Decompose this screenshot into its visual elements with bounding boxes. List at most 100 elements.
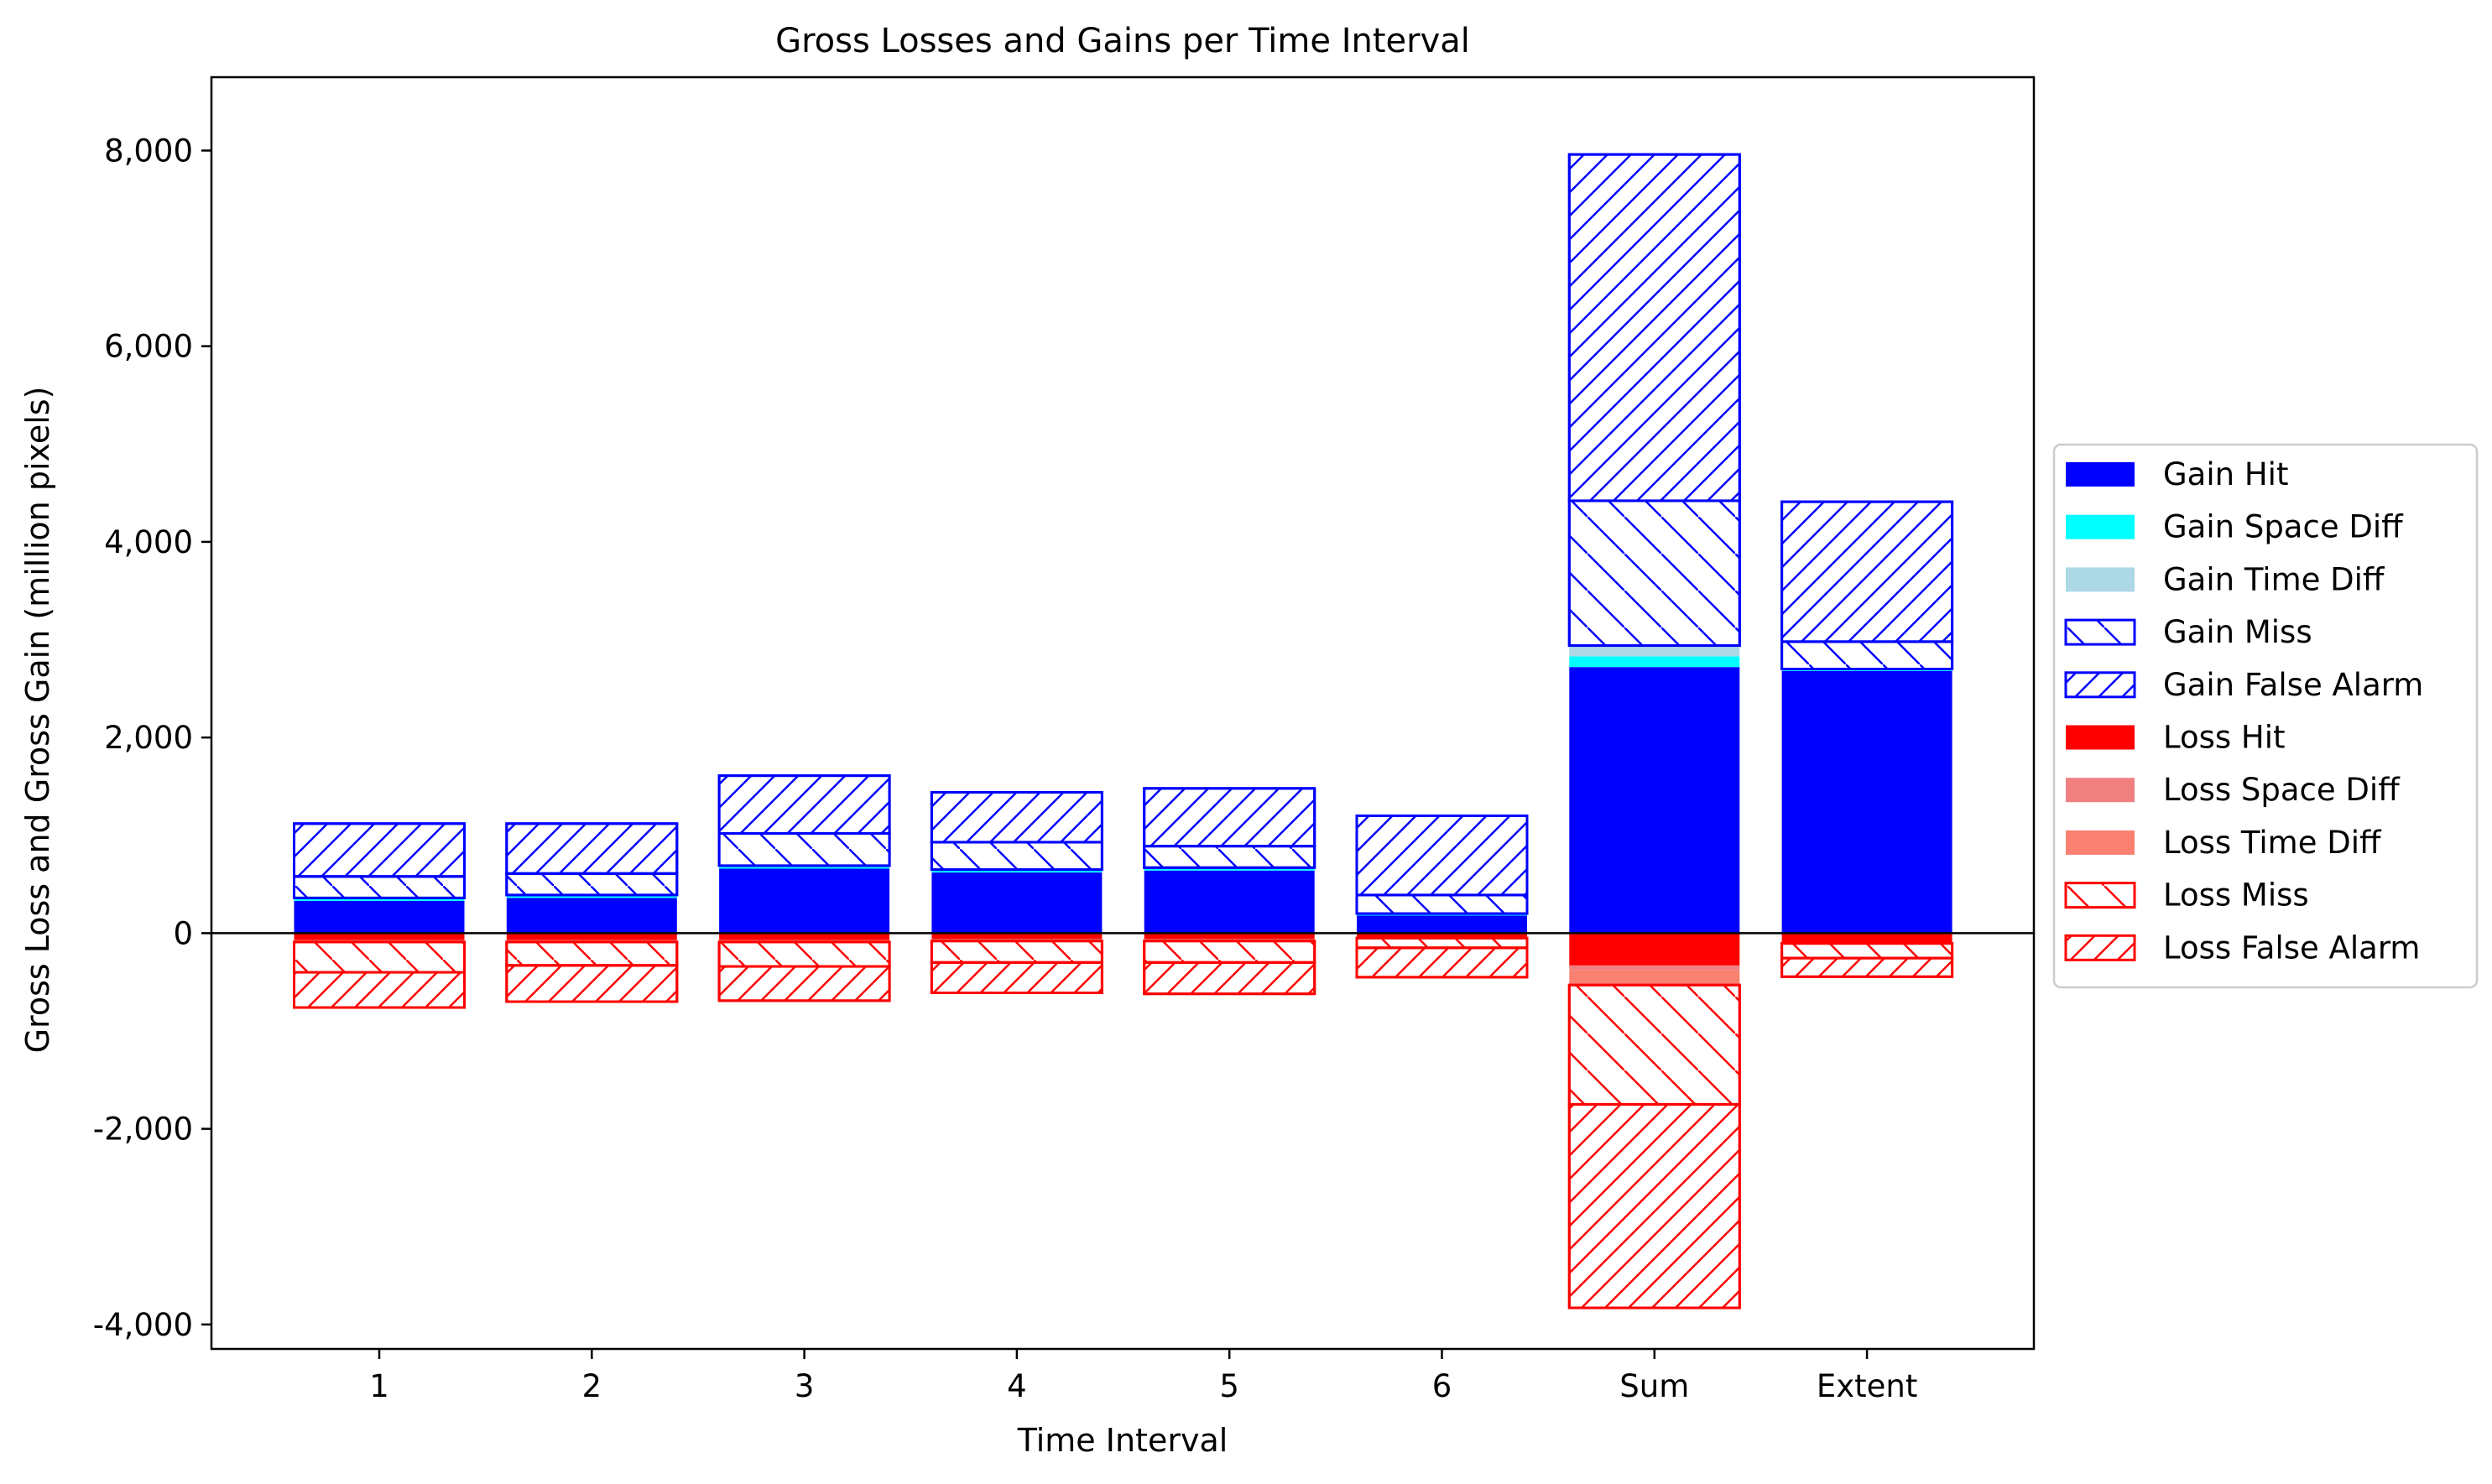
legend-frame <box>2052 443 2479 989</box>
bar-gain-hit-5 <box>1144 870 1315 934</box>
legend-label-gain-miss: Gain Miss <box>2163 614 2312 650</box>
bar-hatch-gain-miss-5 <box>1143 845 1316 869</box>
bar-gain-hit-extent <box>1781 670 1952 934</box>
y-tick-label: 8,000 <box>104 133 193 169</box>
legend-label-loss-time-diff: Loss Time Diff <box>2163 825 2382 861</box>
bar-gain-hit-sum <box>1569 667 1740 934</box>
x-tick-label: 5 <box>1219 1368 1239 1404</box>
bar-loss-space-diff-1 <box>294 940 465 941</box>
legend-swatch-loss-false-alarm <box>2064 934 2136 961</box>
plot-frame <box>210 76 2036 1351</box>
legend-swatch-gain-miss <box>2064 618 2136 646</box>
legend-swatch-loss-miss <box>2064 882 2136 909</box>
bar-loss-space-diff-3 <box>719 940 890 941</box>
bar-loss-hit-2 <box>506 933 677 940</box>
x-tick-label: 2 <box>582 1368 602 1404</box>
bar-hatch-loss-false-alarm-sum <box>1567 1102 1741 1310</box>
bar-hatch-loss-miss-2 <box>505 940 679 967</box>
bar-hatch-gain-false-alarm-1 <box>293 822 466 878</box>
bar-hatch-gain-false-alarm-extent <box>1780 500 1954 643</box>
bar-gain-space-diff-5 <box>1144 868 1315 871</box>
bar-hatch-loss-miss-4 <box>930 940 1103 964</box>
legend-swatch-gain-false-alarm <box>2064 671 2136 699</box>
bar-gain-hit-4 <box>931 872 1103 934</box>
bar-loss-hit-5 <box>1144 933 1315 940</box>
x-tick-label: Extent <box>1817 1368 1918 1404</box>
x-tick-label: Sum <box>1619 1368 1689 1404</box>
bar-hatch-gain-miss-sum <box>1567 499 1741 648</box>
bar-hatch-loss-false-alarm-1 <box>293 971 466 1009</box>
bar-hatch-gain-false-alarm-sum <box>1567 153 1741 502</box>
bar-loss-hit-extent <box>1781 933 1952 944</box>
bar-hatch-loss-miss-6 <box>1355 936 1529 950</box>
bar-gain-hit-2 <box>506 898 677 934</box>
legend-swatch-gain-hit <box>2066 462 2135 487</box>
x-tick-label: 6 <box>1432 1368 1452 1404</box>
bar-hatch-loss-miss-sum <box>1567 983 1741 1106</box>
legend-label-loss-space-diff: Loss Space Diff <box>2163 772 2401 808</box>
bar-hatch-loss-false-alarm-4 <box>930 961 1103 995</box>
bar-loss-hit-sum <box>1569 933 1740 966</box>
bar-loss-hit-6 <box>1357 933 1527 938</box>
x-axis-label: Time Interval <box>1017 1422 1228 1459</box>
legend-swatch-loss-space-diff <box>2066 778 2135 803</box>
bar-hatch-loss-false-alarm-extent <box>1780 956 1954 978</box>
bar-hatch-loss-miss-5 <box>1143 940 1316 964</box>
legend-label-loss-false-alarm: Loss False Alarm <box>2163 929 2420 966</box>
bar-hatch-loss-false-alarm-6 <box>1355 946 1529 979</box>
bar-loss-space-diff-sum <box>1569 965 1740 971</box>
axes-group: -4,000 -2,000 0 2,000 4,000 6,000 8,000 1 2 3 4 5 6 S… <box>93 76 2036 1404</box>
bar-loss-space-diff-2 <box>506 940 677 941</box>
bar-loss-time-diff-sum <box>1569 970 1740 986</box>
legend-swatch-gain-space-diff <box>2066 514 2135 539</box>
bar-hatch-gain-miss-3 <box>717 831 891 867</box>
x-tick-label: 1 <box>369 1368 389 1404</box>
bar-hatch-gain-miss-6 <box>1355 893 1529 915</box>
bar-gain-space-diff-sum <box>1569 656 1740 668</box>
bar-hatch-gain-false-alarm-3 <box>717 774 891 835</box>
bar-hatch-gain-false-alarm-6 <box>1355 814 1529 897</box>
bar-hatch-loss-miss-1 <box>293 940 466 974</box>
legend-label-gain-space-diff: Gain Space Diff <box>2163 509 2404 545</box>
bar-hatch-gain-miss-2 <box>505 872 679 897</box>
legend-label-loss-hit: Loss Hit <box>2163 720 2286 756</box>
bars-group <box>293 153 1954 1310</box>
y-tick-label: -4,000 <box>93 1307 193 1343</box>
bar-hatch-gain-miss-4 <box>930 841 1103 872</box>
legend-swatch-loss-time-diff <box>2066 830 2135 855</box>
y-tick-label: 2,000 <box>104 720 193 756</box>
legend: Gain Hit Gain Space Diff Gain Time Diff Gai… <box>2052 443 2479 989</box>
legend-label-gain-time-diff: Gain Time Diff <box>2163 561 2385 597</box>
bar-loss-space-diff-4 <box>931 939 1103 940</box>
legend-label-loss-miss: Loss Miss <box>2163 877 2309 914</box>
bar-gain-space-diff-3 <box>719 867 890 869</box>
legend-label-gain-false-alarm: Gain False Alarm <box>2163 667 2423 703</box>
legend-swatch-loss-hit <box>2066 725 2135 750</box>
y-tick-label: -2,000 <box>93 1112 193 1148</box>
chart-title: Gross Losses and Gains per Time Interval <box>775 22 1470 60</box>
bar-hatch-loss-false-alarm-5 <box>1143 961 1316 996</box>
x-tick-label: 4 <box>1007 1368 1027 1404</box>
y-tick-label: 0 <box>173 915 193 951</box>
bar-hatch-gain-false-alarm-2 <box>505 822 679 875</box>
bar-gain-space-diff-6 <box>1357 914 1527 916</box>
x-tick-label: 3 <box>795 1368 815 1404</box>
legend-label-gain-hit: Gain Hit <box>2163 456 2288 492</box>
bar-gain-time-diff-sum <box>1569 645 1740 657</box>
bar-loss-hit-1 <box>294 933 465 940</box>
bar-hatch-gain-false-alarm-5 <box>1143 787 1316 848</box>
bar-gain-hit-6 <box>1357 915 1527 934</box>
bar-gain-hit-1 <box>294 900 465 934</box>
y-axis-label: Gross Loss and Gross Gain (million pixel… <box>19 387 56 1054</box>
legend-swatch-gain-time-diff <box>2066 567 2135 592</box>
y-tick-label: 4,000 <box>104 524 193 560</box>
y-tick-label: 6,000 <box>104 329 193 365</box>
bar-hatch-loss-miss-3 <box>717 940 891 968</box>
bar-hatch-loss-false-alarm-3 <box>717 965 891 1002</box>
bar-gain-space-diff-1 <box>294 898 465 901</box>
bar-hatch-loss-false-alarm-2 <box>505 964 679 1003</box>
bar-loss-hit-4 <box>931 933 1103 940</box>
bar-gain-hit-3 <box>719 868 890 934</box>
